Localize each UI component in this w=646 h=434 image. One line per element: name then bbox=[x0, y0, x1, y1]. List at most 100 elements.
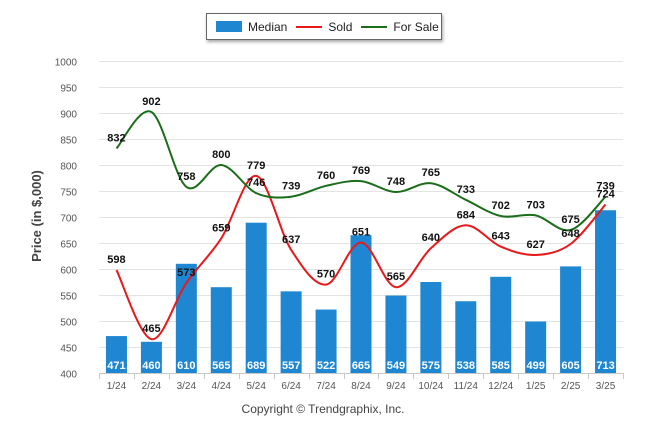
median-bar-label: 689 bbox=[247, 360, 265, 372]
median-bar-label: 575 bbox=[422, 360, 440, 372]
sold-swatch bbox=[296, 25, 323, 28]
x-tick-label: 11/24 bbox=[454, 381, 479, 392]
for-sale-point-label: 739 bbox=[282, 181, 300, 193]
median-bar-label: 549 bbox=[387, 360, 405, 372]
median-bar-label: 565 bbox=[212, 360, 230, 372]
axes: 400 450 500 550 600 650 700 750 800 850 900 950 1000… bbox=[55, 58, 624, 392]
legend-item-sold[interactable]: Sold bbox=[296, 20, 352, 34]
x-tick-label: 1/24 bbox=[107, 381, 127, 392]
median-bar-label: 471 bbox=[107, 360, 125, 372]
median-bar bbox=[455, 301, 477, 373]
sold-point-label: 651 bbox=[352, 226, 370, 238]
y-axis-title: Price (in $,000) bbox=[29, 170, 44, 262]
median-bar bbox=[280, 291, 302, 373]
legend-label-median: Median bbox=[248, 19, 288, 34]
for-sale-point-label: 902 bbox=[142, 96, 160, 108]
for-sale-point-label: 702 bbox=[492, 200, 510, 212]
y-tick-label: 850 bbox=[60, 136, 77, 147]
legend: Median Sold For Sale bbox=[206, 13, 442, 40]
legend-item-median[interactable]: Median bbox=[216, 20, 287, 34]
median-bar bbox=[420, 282, 442, 373]
x-tick-label: 6/24 bbox=[281, 381, 301, 392]
median-bar bbox=[315, 309, 337, 373]
y-tick-label: 950 bbox=[60, 84, 77, 95]
x-tick-label: 10/24 bbox=[418, 381, 443, 392]
median-bar-label: 499 bbox=[526, 360, 544, 372]
median-bar-label: 713 bbox=[596, 360, 614, 372]
x-tick-label: 3/24 bbox=[177, 381, 197, 392]
for-sale-point-label: 733 bbox=[457, 184, 475, 196]
for-sale-point-label: 800 bbox=[212, 149, 230, 161]
median-bar bbox=[525, 321, 547, 373]
sold-point-label: 779 bbox=[247, 160, 265, 172]
x-tick-label: 8/24 bbox=[351, 381, 371, 392]
for-sale-point-label: 748 bbox=[387, 176, 405, 188]
median-bar bbox=[350, 235, 372, 373]
median-swatch bbox=[216, 21, 242, 32]
y-tick-label: 550 bbox=[60, 292, 77, 303]
for-sale-point-label: 832 bbox=[107, 132, 125, 144]
median-bar bbox=[105, 336, 127, 373]
median-bar bbox=[560, 266, 582, 373]
median-bar-label: 610 bbox=[177, 360, 195, 372]
for-sale-point-label: 758 bbox=[177, 171, 195, 183]
sold-point-label: 565 bbox=[387, 271, 405, 283]
median-bar bbox=[595, 210, 617, 373]
x-tick-label: 2/24 bbox=[142, 381, 162, 392]
y-tick-label: 750 bbox=[60, 188, 77, 199]
y-tick-label: 900 bbox=[60, 110, 77, 121]
sold-point-label: 637 bbox=[282, 234, 300, 246]
median-bar-label: 557 bbox=[282, 360, 300, 372]
median-bar-label: 665 bbox=[352, 360, 370, 372]
for-sale-swatch bbox=[361, 25, 388, 28]
sold-point-label: 573 bbox=[177, 267, 195, 279]
sold-point-label: 598 bbox=[107, 254, 125, 266]
sold-point-label: 659 bbox=[212, 222, 230, 234]
x-tick-label: 3/25 bbox=[596, 381, 616, 392]
y-tick-label: 650 bbox=[60, 240, 77, 251]
sold-line bbox=[115, 174, 607, 341]
median-bars bbox=[105, 210, 617, 373]
for-sale-point-label: 703 bbox=[526, 199, 544, 211]
sold-point-label: 627 bbox=[526, 239, 544, 251]
median-bar-label: 585 bbox=[492, 360, 510, 372]
median-bar bbox=[245, 222, 267, 373]
x-tick-label: 4/24 bbox=[212, 381, 232, 392]
for-sale-point-label: 769 bbox=[352, 165, 370, 177]
for-sale-point-label: 746 bbox=[247, 177, 265, 189]
legend-label-sold: Sold bbox=[328, 19, 353, 34]
median-bar bbox=[210, 287, 232, 373]
y-tick-label: 1000 bbox=[55, 58, 78, 69]
data-labels: 471 460 610 565 689 557 522 665 549 575 538 585 499 6… bbox=[107, 96, 615, 372]
median-bar bbox=[140, 341, 162, 373]
copyright-text: Copyright © Trendgraphix, Inc. bbox=[241, 402, 405, 416]
for-sale-point-label: 739 bbox=[596, 181, 614, 193]
for-sale-line bbox=[115, 110, 607, 232]
x-tick-label: 1/25 bbox=[526, 381, 546, 392]
y-tick-label: 700 bbox=[60, 214, 77, 225]
median-bar-label: 460 bbox=[142, 360, 160, 372]
x-tick-label: 9/24 bbox=[386, 381, 406, 392]
x-tick-label: 2/25 bbox=[561, 381, 581, 392]
sold-point-label: 465 bbox=[142, 323, 160, 335]
median-bar bbox=[385, 295, 407, 373]
x-tick-label: 5/24 bbox=[246, 381, 266, 392]
trend-lines bbox=[115, 110, 607, 341]
x-tick-label: 7/24 bbox=[316, 381, 336, 392]
sold-point-label: 643 bbox=[492, 231, 510, 243]
sold-point-label: 648 bbox=[561, 228, 579, 240]
x-tick-label: 12/24 bbox=[488, 381, 513, 392]
for-sale-point-label: 765 bbox=[422, 167, 440, 179]
sold-point-label: 570 bbox=[317, 269, 335, 281]
median-bar bbox=[490, 276, 512, 373]
sold-point-label: 724 bbox=[596, 189, 615, 201]
median-bar-label: 605 bbox=[561, 360, 579, 372]
y-tick-label: 800 bbox=[60, 162, 77, 173]
median-bar-label: 538 bbox=[457, 360, 475, 372]
legend-item-for-sale[interactable]: For Sale bbox=[361, 20, 439, 34]
for-sale-point-label: 760 bbox=[317, 170, 335, 182]
y-tick-label: 450 bbox=[60, 344, 77, 355]
median-bar-label: 522 bbox=[317, 360, 335, 372]
median-bar bbox=[175, 263, 197, 373]
